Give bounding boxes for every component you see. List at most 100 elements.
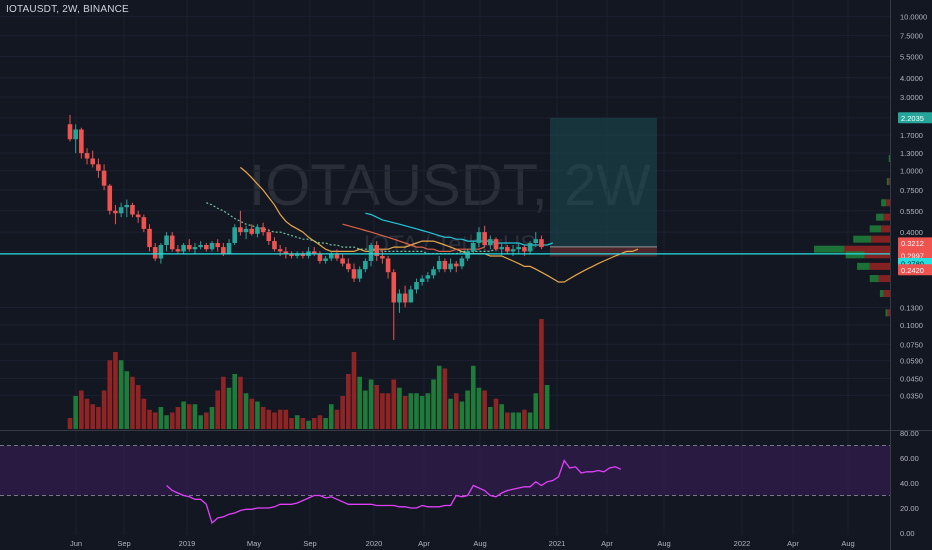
volume-bar xyxy=(419,396,425,429)
candle-body xyxy=(255,227,260,234)
candle-body xyxy=(135,214,141,218)
volume-bar xyxy=(323,418,328,429)
candle-body xyxy=(476,232,482,244)
volume-bar xyxy=(539,319,544,429)
volume-bar xyxy=(130,376,135,429)
volume-bar xyxy=(380,393,385,429)
volume-bar xyxy=(363,390,368,429)
volume-bar xyxy=(402,396,408,429)
time-axis[interactable]: Jun Sep 2019 May Sep 2020 Apr Aug 2021 Apr Aug 2022… xyxy=(70,539,855,548)
volume-bar xyxy=(215,390,220,429)
profile-bar-down xyxy=(878,275,890,283)
candle-body xyxy=(289,253,294,257)
candle-body xyxy=(215,243,220,248)
profile-bar-up xyxy=(879,290,884,298)
volume-bar xyxy=(516,412,522,429)
candle-body xyxy=(221,247,226,254)
price-tick-label: 1.7000 xyxy=(900,131,923,140)
candle-body xyxy=(118,207,124,214)
volume-bar xyxy=(368,379,374,429)
volume-bar xyxy=(510,412,516,429)
time-tick-label: 2019 xyxy=(179,539,196,548)
price-tick-label: 0.0450 xyxy=(900,375,923,384)
profile-bar-down xyxy=(881,225,890,233)
candle-body xyxy=(277,249,283,252)
volume-bar xyxy=(101,390,107,429)
volume-bar xyxy=(118,360,124,429)
candle-body xyxy=(442,260,448,270)
volume-bar xyxy=(488,407,493,429)
candle-body xyxy=(130,204,135,215)
price-tick-label: 0.0350 xyxy=(900,391,923,400)
volume-bar xyxy=(533,393,539,429)
volume-bar xyxy=(186,404,192,429)
price-tag-label: 0.2780 xyxy=(901,260,924,269)
profile-bar-up xyxy=(857,262,870,270)
candle-body xyxy=(397,293,402,303)
candle-body xyxy=(499,247,504,250)
volume-bar xyxy=(96,407,101,429)
profile-bar-down xyxy=(864,251,890,259)
time-tick-label: May xyxy=(247,539,261,548)
volume-bar xyxy=(385,393,391,429)
profile-bar-up xyxy=(845,251,865,259)
candle-body xyxy=(539,239,544,248)
volume-bar xyxy=(226,387,232,429)
time-tick-label: 2020 xyxy=(366,539,383,548)
candle-body xyxy=(198,245,203,248)
volume-bar xyxy=(169,412,175,429)
volume-bar xyxy=(255,401,260,429)
volume-bar xyxy=(272,412,277,429)
candle-body xyxy=(448,263,453,270)
price-tick-label: 0.4000 xyxy=(900,228,923,237)
volume-bar xyxy=(357,376,362,429)
candle-body xyxy=(192,247,198,250)
candle-body xyxy=(328,253,334,259)
ema-line xyxy=(240,166,639,283)
price-tag xyxy=(898,112,932,124)
candle-body xyxy=(527,243,533,252)
price-tick-label: 10.0000 xyxy=(900,12,927,21)
chart-title: IOTAUSDT, 2W, BINANCE xyxy=(6,4,129,15)
candle-body xyxy=(260,227,266,233)
volume-bar xyxy=(505,412,510,429)
volume-bar xyxy=(317,415,323,429)
candle-body xyxy=(374,245,380,257)
volume-bar xyxy=(147,409,152,429)
profile-bar-down xyxy=(883,213,890,221)
long-position-tool[interactable] xyxy=(550,117,657,257)
volume-bar xyxy=(277,409,283,429)
candle-body xyxy=(209,243,215,250)
candle-body xyxy=(272,241,277,250)
volume-bar xyxy=(311,418,317,429)
candle-body xyxy=(249,228,255,234)
time-tick-label: 2022 xyxy=(734,539,751,548)
volume-bar xyxy=(391,379,397,429)
price-tag-label: 2.2035 xyxy=(901,114,924,123)
volume-bar xyxy=(300,418,306,429)
volume-bar xyxy=(499,404,504,429)
candle-body xyxy=(158,245,164,259)
time-tick-label: Apr xyxy=(601,539,613,548)
price-tick-label: 0.1300 xyxy=(900,303,923,312)
volume-bar xyxy=(164,415,169,429)
volume-bar xyxy=(397,387,402,429)
candle-body xyxy=(226,243,232,254)
price-tick-label: 1.0000 xyxy=(900,167,923,176)
volume-bar xyxy=(198,415,203,429)
candle-body xyxy=(419,278,425,283)
time-tick-label: Jun xyxy=(70,539,82,548)
volume-bar xyxy=(232,374,238,429)
ema-line xyxy=(206,202,497,255)
price-tick-label: 0.1000 xyxy=(900,321,923,330)
volume-bar xyxy=(249,398,255,429)
price-tag-label: 0.2420 xyxy=(901,266,924,275)
rsi-tick-label: 0.00 xyxy=(900,529,915,538)
position-target-zone xyxy=(550,117,657,247)
volume-bar xyxy=(448,398,453,429)
price-axis[interactable]: 10.00007.50005.50004.00003.00002.20001.7… xyxy=(898,12,932,400)
candle-body xyxy=(84,153,90,159)
candle-body xyxy=(363,260,368,270)
candle-body xyxy=(73,129,78,140)
